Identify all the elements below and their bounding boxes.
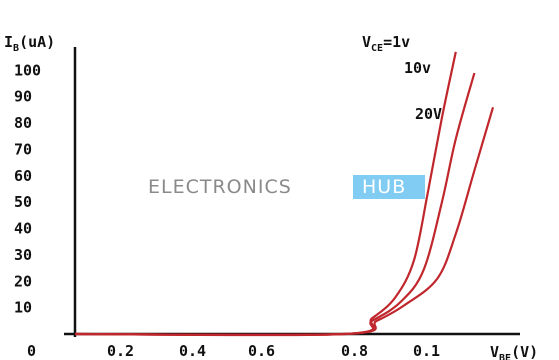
x-axis-title: VBE(V)	[490, 343, 538, 360]
watermark-right: HUB	[362, 176, 406, 198]
x-tick-label: 0.2	[107, 342, 134, 360]
y-tick-label: 50	[14, 193, 32, 211]
y-tick-label: 10	[14, 299, 32, 317]
y-tick-labels: 0 10 20 30 40 50 60 70 80 90 100	[14, 61, 41, 360]
y-tick-label: 80	[14, 114, 32, 132]
series-curve-3	[74, 106, 495, 337]
x-tick-labels: 0.2 0.4 0.6 0.8 0.1	[107, 342, 440, 360]
y-tick-label: 40	[14, 220, 32, 238]
x-tick-label: 0.8	[341, 342, 368, 360]
watermark-left: ELECTRONICS	[148, 176, 292, 198]
watermark: ELECTRONICS HUB	[148, 175, 425, 199]
series-label-2: 10v	[404, 59, 431, 77]
y-tick-label: 100	[14, 61, 41, 79]
watermark-box	[353, 175, 425, 199]
y-tick-label: 30	[14, 246, 32, 264]
y-axis-title: IB(uA)	[4, 33, 55, 54]
x-tick-label: 0.6	[248, 342, 275, 360]
x-tick-label: 0.4	[179, 342, 206, 360]
series-label-1: VCE=1v	[362, 33, 410, 54]
y-tick-label: 90	[14, 88, 32, 106]
y-tick-label: 70	[14, 140, 32, 158]
y-tick-label: 60	[14, 167, 32, 185]
y-tick-label: 0	[27, 342, 36, 360]
series-label-3: 20V	[415, 105, 442, 123]
y-tick-label: 20	[14, 272, 32, 290]
axes	[64, 47, 520, 337]
series-curves	[74, 51, 495, 337]
x-tick-label: 0.1	[413, 342, 440, 360]
